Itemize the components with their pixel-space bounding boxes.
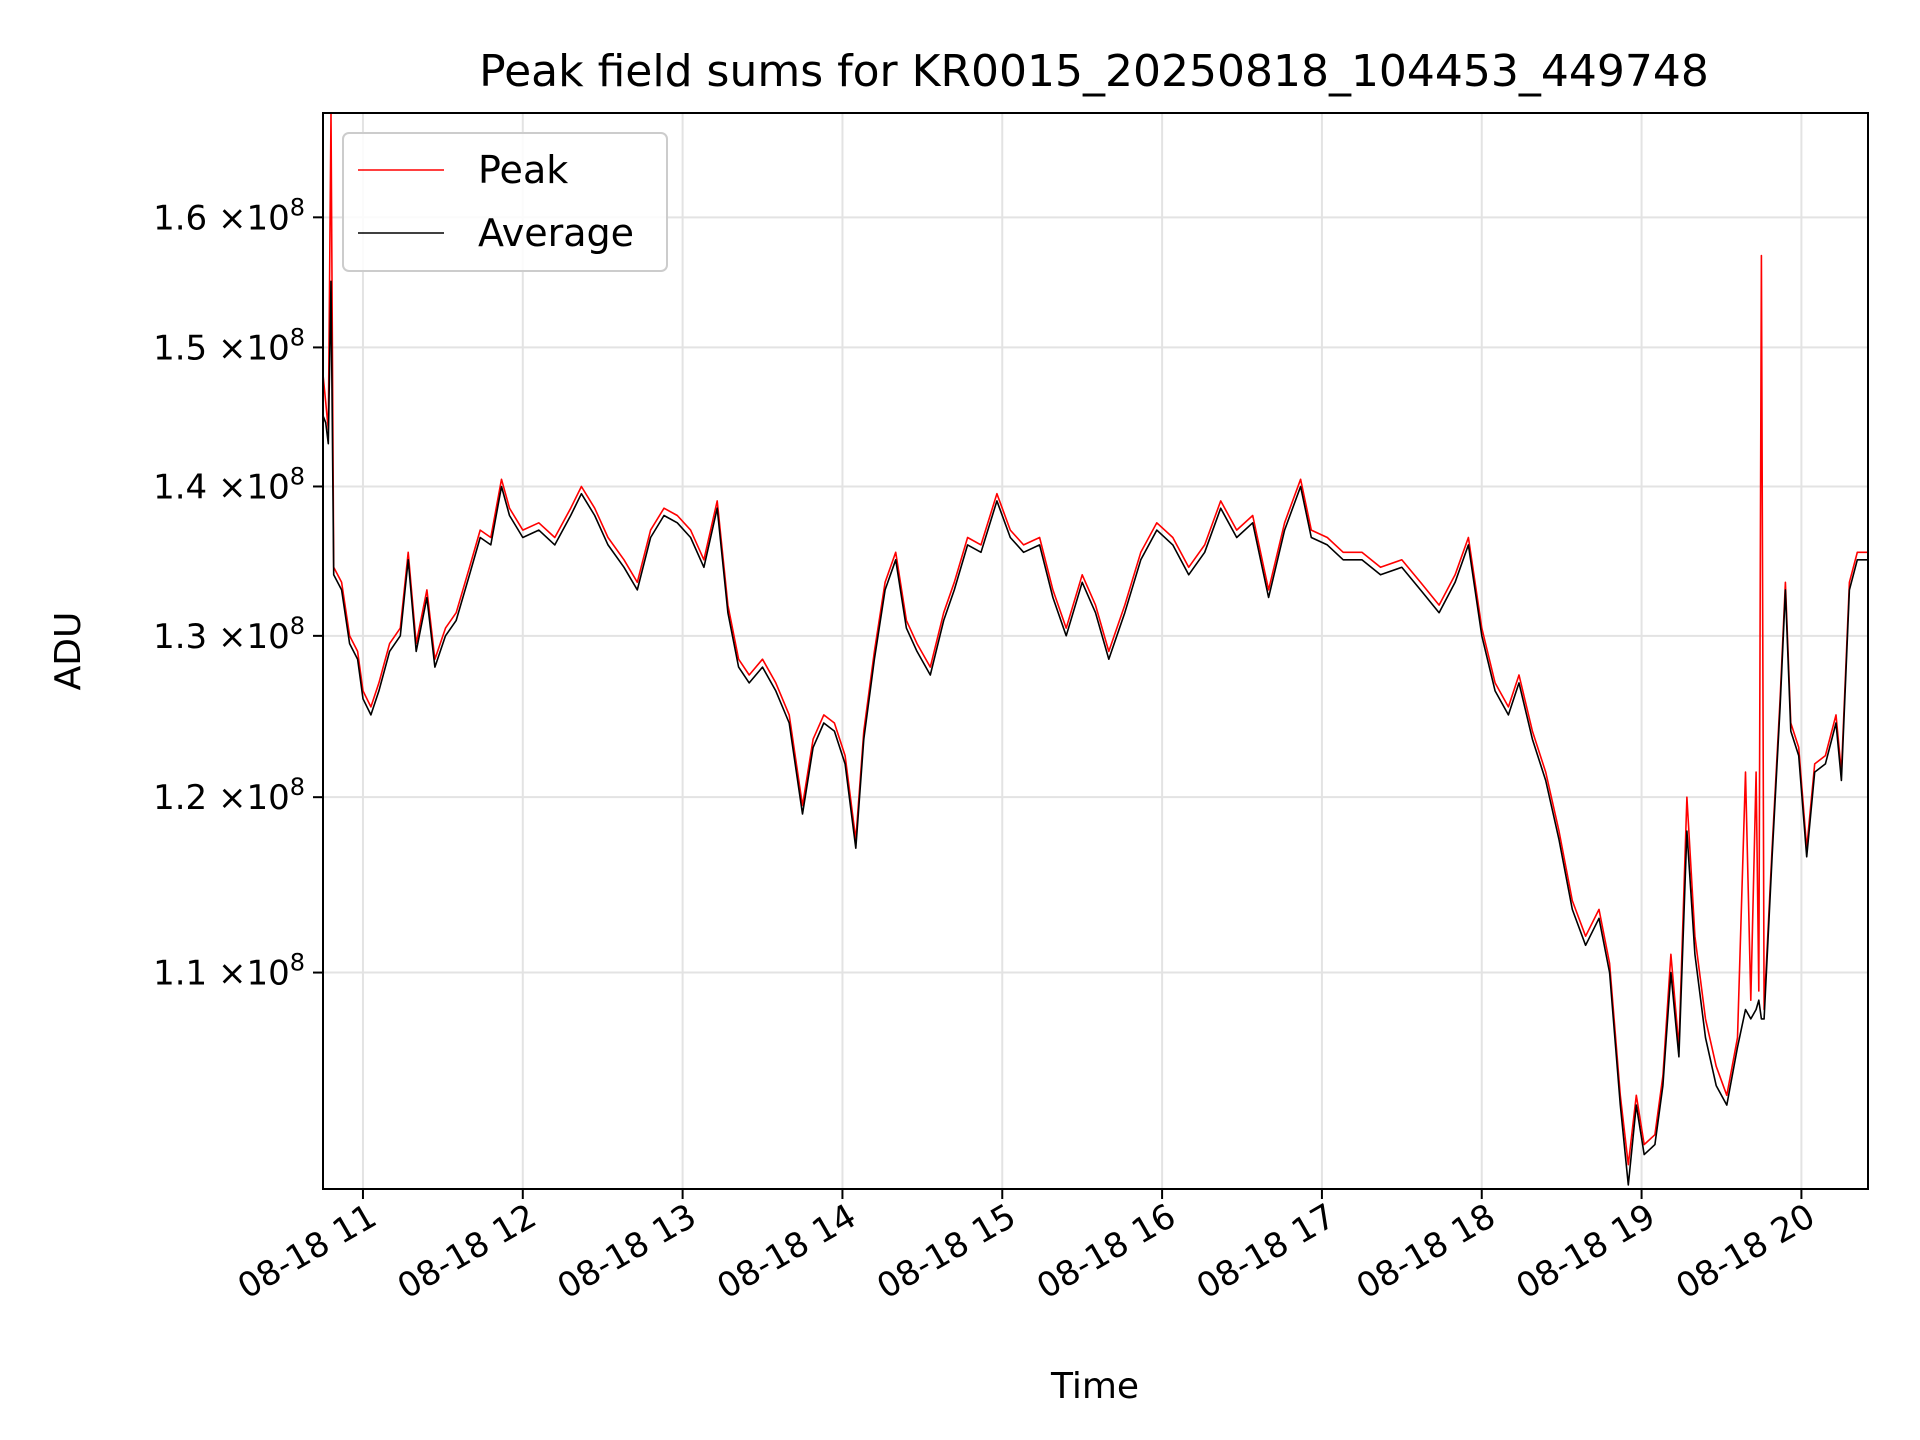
y-tick-label: 1.2 ×108 bbox=[153, 773, 305, 818]
y-tick-label: 1.1 ×108 bbox=[153, 949, 305, 994]
x-axis-label: Time bbox=[1050, 1366, 1139, 1407]
y-tick-label: 1.5 ×108 bbox=[153, 323, 305, 368]
legend-box bbox=[342, 132, 668, 272]
legend-average-label: Average bbox=[478, 211, 634, 255]
y-tick-label: 1.4 ×108 bbox=[153, 462, 305, 507]
plot-frame bbox=[322, 112, 1869, 1190]
series-peak-line bbox=[322, 112, 1868, 1166]
chart-title: Peak field sums for KR0015_20250818_1044… bbox=[479, 46, 1709, 97]
y-tick-label: 1.6 ×108 bbox=[153, 193, 305, 238]
series-layer bbox=[322, 112, 1868, 1186]
legend: Peak Average bbox=[342, 132, 668, 272]
y-tick-label: 1.3 ×108 bbox=[153, 612, 305, 657]
y-axis-label: ADU bbox=[48, 612, 89, 691]
legend-peak-label: Peak bbox=[478, 148, 568, 192]
series-average-line bbox=[322, 280, 1868, 1186]
